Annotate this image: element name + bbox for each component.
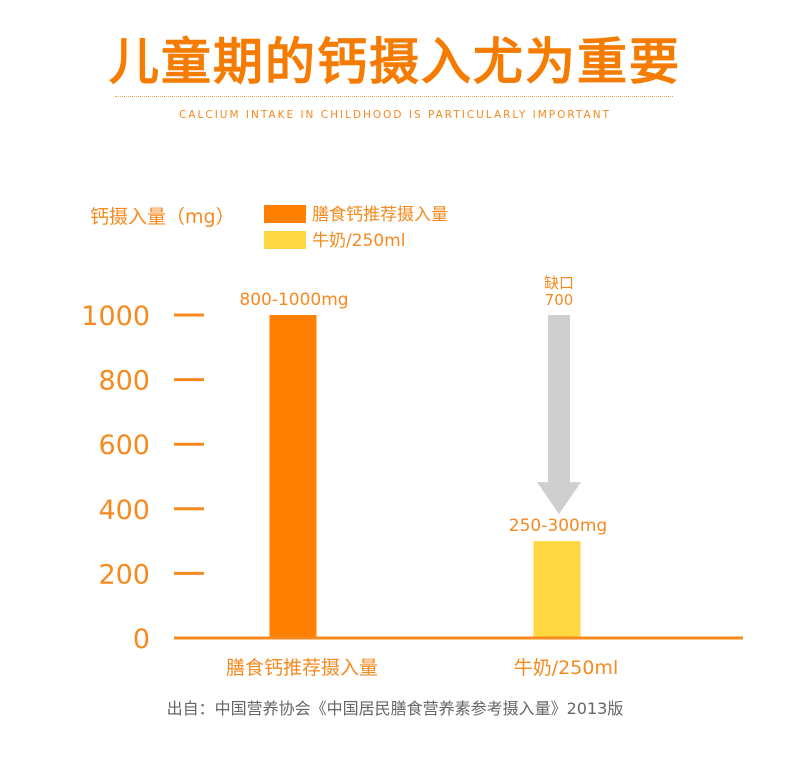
gap-annotation-value: 700 [545, 291, 574, 309]
legend-swatch-1 [264, 205, 306, 223]
y-tick-label-800: 800 [98, 366, 150, 397]
x-tick-label-1: 膳食钙推荐摄入量 [226, 657, 378, 679]
gap-arrow [537, 315, 581, 515]
x-tick-label-2: 牛奶/250ml [514, 657, 618, 679]
legend-label-1: 膳食钙推荐摄入量 [312, 205, 448, 225]
bar-data-label-1: 800-1000mg [239, 290, 348, 310]
y-tick-label-600: 600 [98, 430, 150, 461]
legend-label-2: 牛奶/250ml [312, 231, 405, 251]
gap-annotation-label: 缺口 [544, 274, 574, 292]
title-divider [115, 96, 673, 97]
y-tick-label-0: 0 [133, 624, 150, 655]
y-tick-label-200: 200 [98, 559, 150, 590]
bar-2 [533, 541, 581, 638]
bar-data-label-2: 250-300mg [509, 516, 607, 536]
bar-1 [269, 315, 317, 638]
legend-swatch-2 [264, 231, 306, 249]
page-subtitle: CALCIUM INTAKE IN CHILDHOOD IS PARTICULA… [179, 109, 611, 121]
y-tick-label-1000: 1000 [81, 301, 150, 332]
y-tick-label-400: 400 [98, 495, 150, 526]
page-title: 儿童期的钙摄入尤为重要 [109, 33, 681, 91]
y-axis-title: 钙摄入量（mg） [90, 206, 235, 228]
source-note: 出自：中国营养协会《中国居民膳食营养素参考摄入量》2013版 [166, 699, 624, 718]
